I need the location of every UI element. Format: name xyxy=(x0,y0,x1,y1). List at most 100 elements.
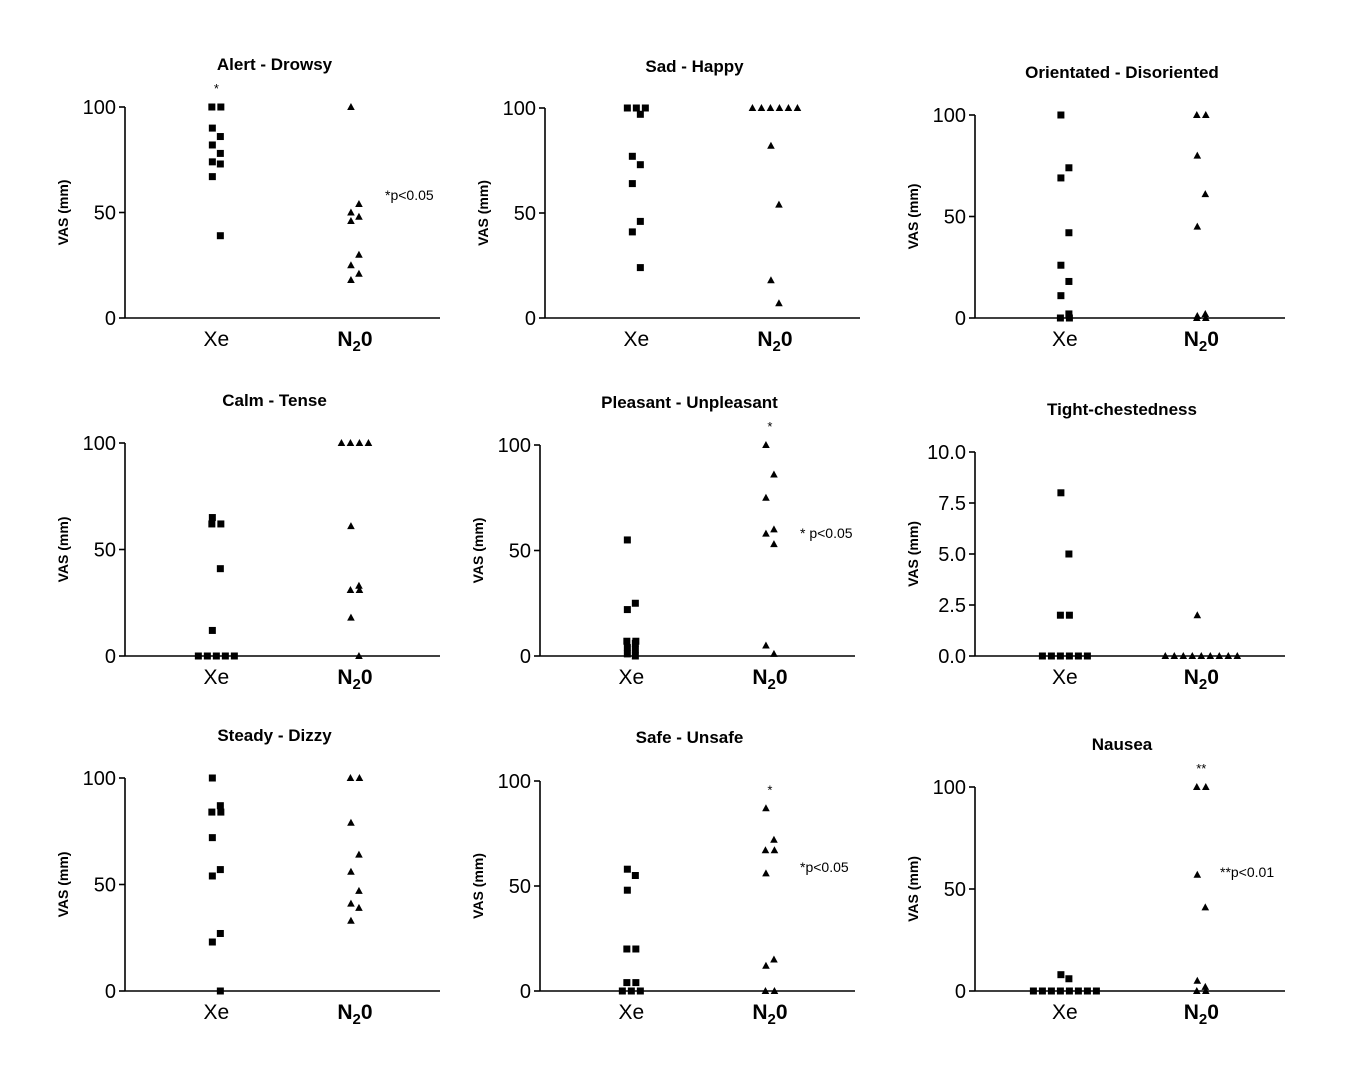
xe-point xyxy=(629,180,636,187)
xe-point xyxy=(1057,262,1064,269)
n2o-point xyxy=(762,846,770,853)
xe-point xyxy=(632,946,639,953)
xe-point xyxy=(1057,112,1064,119)
x-category-label: Xe xyxy=(1052,328,1078,351)
xe-point xyxy=(624,866,631,873)
n2o-point xyxy=(1194,223,1202,230)
n2o-point xyxy=(770,836,778,843)
x-category-label: N20 xyxy=(757,328,792,355)
xe-point xyxy=(1065,975,1072,982)
xe-point xyxy=(217,104,224,111)
xe-point xyxy=(1048,988,1055,995)
xe-point xyxy=(633,105,640,112)
n2o-point xyxy=(762,441,770,448)
n2o-point xyxy=(1202,783,1210,790)
y-tick-label: 0 xyxy=(105,308,116,330)
panel-8: Safe - UnsafeVAS (mm)050100Xe N20**p<0.05 xyxy=(470,728,855,1028)
xe-point xyxy=(209,514,216,521)
n2o-point xyxy=(749,104,757,111)
xe-point xyxy=(209,158,216,165)
xe-point xyxy=(1065,229,1072,236)
xe-point xyxy=(222,653,229,660)
p-value-annotation: *p<0.05 xyxy=(800,859,849,875)
n2o-point xyxy=(347,774,355,781)
y-axis-label: VAS (mm) xyxy=(905,856,921,922)
y-tick-label: 0 xyxy=(105,646,116,668)
x-category-label: Xe xyxy=(624,328,650,351)
n2o-point xyxy=(1193,783,1201,790)
y-tick-label: 50 xyxy=(509,876,531,898)
x-category-label: N20 xyxy=(1184,1001,1219,1028)
y-tick-label: 2.5 xyxy=(938,595,966,617)
xe-point xyxy=(231,653,238,660)
n2o-point xyxy=(770,471,778,478)
xe-point xyxy=(217,809,224,816)
panel-1: Alert - Drowsy VAS (mm) 0 50 100 Xe N20 * *p<0.0… xyxy=(55,55,440,355)
xe-point xyxy=(632,653,639,660)
y-tick-label: 50 xyxy=(94,875,116,897)
panel-title: Pleasant - Unpleasant xyxy=(601,393,778,412)
n2o-point xyxy=(347,917,355,924)
xe-point xyxy=(217,232,224,239)
n2o-point xyxy=(347,522,355,529)
y-tick-label: 50 xyxy=(944,207,966,229)
panel-title: Orientated - Disoriented xyxy=(1025,63,1219,82)
y-axis-label: VAS (mm) xyxy=(905,184,921,250)
y-tick-label: 50 xyxy=(509,541,531,563)
n2o-point xyxy=(347,900,355,907)
xe-point xyxy=(624,887,631,894)
n2o-point xyxy=(762,494,770,501)
n2o-point xyxy=(347,614,355,621)
xe-point xyxy=(1065,278,1072,285)
panel-4: Calm - Tense VAS (mm) 0 50 100 Xe N20 xyxy=(55,391,440,693)
xe-point xyxy=(624,606,631,613)
y-axis-label: VAS (mm) xyxy=(55,517,71,583)
n2o-point xyxy=(355,251,363,258)
x-category-label: Xe xyxy=(1052,666,1078,689)
xe-point xyxy=(637,218,644,225)
xe-point xyxy=(623,946,630,953)
xe-point xyxy=(1057,315,1064,322)
y-tick-label: 100 xyxy=(933,105,966,127)
n2o-point xyxy=(355,887,363,894)
panel-title: Steady - Dizzy xyxy=(217,726,332,745)
n2o-point xyxy=(762,804,770,811)
xe-point xyxy=(632,979,639,986)
xe-point xyxy=(1048,653,1055,660)
n2o-point xyxy=(355,851,363,858)
x-category-label: N20 xyxy=(752,1001,787,1028)
y-tick-label: 0 xyxy=(105,981,116,1003)
n2o-point xyxy=(347,439,355,446)
panel-6: Tight-chestednessVAS (mm)0.02.55.07.510.… xyxy=(905,400,1285,693)
n2o-point xyxy=(1202,190,1210,197)
y-tick-label: 0 xyxy=(955,308,966,330)
significance-mark: * xyxy=(767,782,772,797)
xe-point xyxy=(628,988,635,995)
panel-9: Nausea VAS (mm) 0 50 100 Xe N20 ** **p<0.01 xyxy=(905,735,1285,1028)
xe-point xyxy=(632,646,639,653)
x-category-label: N20 xyxy=(337,666,372,693)
xe-point xyxy=(1065,164,1072,171)
figure: Alert - DrowsyVAS (mm)050100Xe N20**p<0.0… xyxy=(0,0,1350,1080)
x-category-label: N20 xyxy=(337,328,372,355)
xe-point xyxy=(1066,988,1073,995)
xe-point xyxy=(1075,988,1082,995)
xe-point xyxy=(209,141,216,148)
n2o-point xyxy=(355,213,363,220)
significance-mark: * xyxy=(767,419,772,434)
xe-point xyxy=(217,160,224,167)
y-tick-label: 100 xyxy=(933,777,966,799)
n2o-point xyxy=(347,217,355,224)
y-tick-label: 100 xyxy=(498,435,531,457)
x-category-label: Xe xyxy=(1052,1001,1078,1024)
xe-point xyxy=(624,650,631,657)
xe-point xyxy=(217,133,224,140)
panel-3: Orientated - Disoriented VAS (mm) 0 50 100 Xe… xyxy=(905,63,1285,355)
n2o-point xyxy=(355,904,363,911)
y-tick-label: 0 xyxy=(520,981,531,1003)
xe-point xyxy=(1039,653,1046,660)
n2o-point xyxy=(347,261,355,268)
n2o-point xyxy=(356,439,364,446)
n2o-point xyxy=(1202,903,1210,910)
n2o-point xyxy=(347,103,355,110)
